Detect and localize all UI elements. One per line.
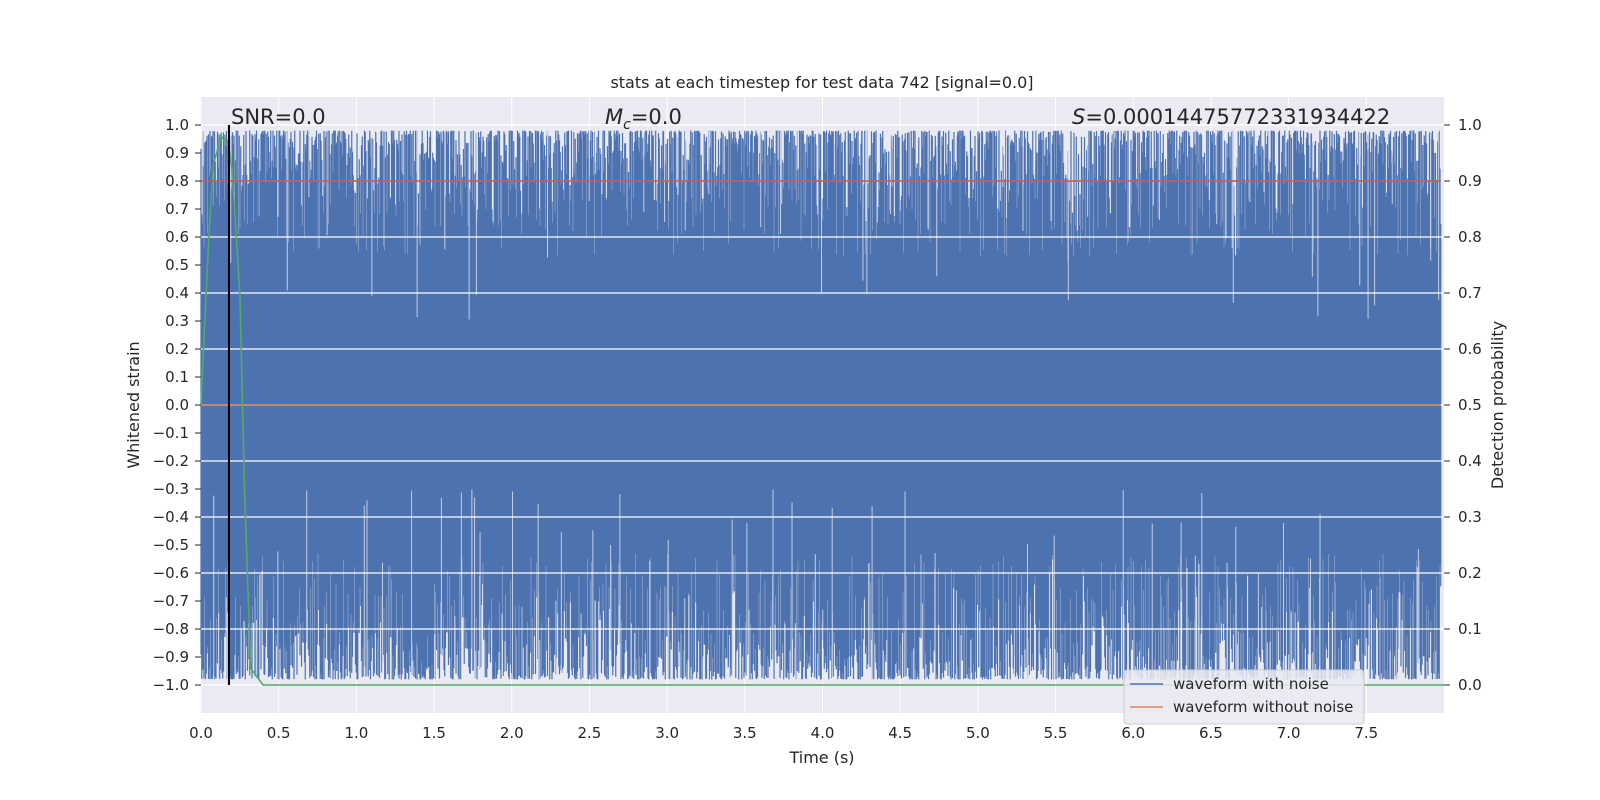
y-left-tick-label: −0.6 bbox=[153, 564, 189, 582]
y-left-tick-label: 0.0 bbox=[165, 396, 189, 414]
x-tick-label: 0.5 bbox=[267, 724, 291, 742]
legend: waveform with noise waveform without noi… bbox=[1123, 669, 1365, 725]
x-tick-label: 6.5 bbox=[1199, 724, 1223, 742]
y-right-tick-label: 0.9 bbox=[1458, 172, 1482, 190]
x-tick-label: 6.0 bbox=[1121, 724, 1145, 742]
y-axis-right-label: Detection probability bbox=[1488, 321, 1507, 489]
x-tick-label: 0.0 bbox=[189, 724, 213, 742]
y-left-tick-label: −0.1 bbox=[153, 424, 189, 442]
y-left-tick-label: −0.3 bbox=[153, 480, 189, 498]
y-right-tick-label: 0.8 bbox=[1458, 228, 1482, 246]
y-right-tick-label: 1.0 bbox=[1458, 116, 1482, 134]
y-right-tick-label: 0.5 bbox=[1458, 396, 1482, 414]
mc-annotation: Mc=0.0 bbox=[605, 105, 682, 133]
y-right-tick-label: 0.2 bbox=[1458, 564, 1482, 582]
legend-label-clean: waveform without noise bbox=[1173, 698, 1353, 716]
legend-box bbox=[1123, 669, 1365, 725]
y-left-tick-label: 0.6 bbox=[165, 228, 189, 246]
x-tick-label: 7.0 bbox=[1277, 724, 1301, 742]
x-tick-label: 1.5 bbox=[422, 724, 446, 742]
y-left-tick-label: −1.0 bbox=[153, 676, 189, 694]
line-series bbox=[200, 125, 1444, 686]
x-tick-label: 4.5 bbox=[888, 724, 912, 742]
y-right-tick-label: 0.3 bbox=[1458, 508, 1482, 526]
x-tick-label: 3.5 bbox=[733, 724, 757, 742]
noise-gaps bbox=[202, 125, 1440, 685]
y-left-tick-label: −0.8 bbox=[153, 620, 189, 638]
y-left-tick-label: 0.8 bbox=[165, 172, 189, 190]
tick-labels: 0.0 0.5 1.0 1.5 2.0 2.5 3.0 3.5 4.0 4.5 5.0 5.5 6.0 6… bbox=[153, 116, 1482, 742]
x-tick-label: 4.0 bbox=[811, 724, 835, 742]
y-right-tick-label: 0.4 bbox=[1458, 452, 1482, 470]
y-right-tick-label: 0.6 bbox=[1458, 340, 1482, 358]
chart-title: stats at each timestep for test data 742… bbox=[610, 73, 1033, 92]
x-tick-label: 2.0 bbox=[500, 724, 524, 742]
y-left-tick-label: −0.2 bbox=[153, 452, 189, 470]
y-left-tick-label: 0.9 bbox=[165, 144, 189, 162]
y-left-tick-label: 1.0 bbox=[165, 116, 189, 134]
snr-annotation: SNR=0.0 bbox=[231, 105, 326, 129]
x-tick-label: 5.5 bbox=[1044, 724, 1068, 742]
y-left-tick-label: −0.9 bbox=[153, 648, 189, 666]
mc-value: =0.0 bbox=[631, 105, 682, 129]
y-right-tick-label: 0.0 bbox=[1458, 676, 1482, 694]
y-left-tick-label: −0.5 bbox=[153, 536, 189, 554]
y-axis-left-label: Whitened strain bbox=[124, 341, 143, 468]
y-left-tick-label: 0.5 bbox=[165, 256, 189, 274]
y-left-tick-label: 0.1 bbox=[165, 368, 189, 386]
y-left-tick-label: 0.4 bbox=[165, 284, 189, 302]
mc-symbol: M bbox=[605, 105, 623, 129]
y-left-tick-label: 0.2 bbox=[165, 340, 189, 358]
y-left-tick-label: −0.7 bbox=[153, 592, 189, 610]
x-tick-label: 5.0 bbox=[966, 724, 990, 742]
y-right-tick-label: 0.7 bbox=[1458, 284, 1482, 302]
x-tick-label: 1.0 bbox=[344, 724, 368, 742]
legend-label-noise: waveform with noise bbox=[1173, 675, 1329, 693]
x-axis-label: Time (s) bbox=[788, 748, 854, 767]
y-right-tick-label: 0.1 bbox=[1458, 620, 1482, 638]
x-tick-label: 7.5 bbox=[1354, 724, 1378, 742]
x-tick-label: 2.5 bbox=[578, 724, 602, 742]
x-tick-label: 3.0 bbox=[655, 724, 679, 742]
s-value: =0.00014475772331934422 bbox=[1085, 105, 1390, 129]
s-symbol: S bbox=[1072, 105, 1085, 129]
y-left-tick-label: −0.4 bbox=[153, 508, 189, 526]
y-left-tick-label: 0.3 bbox=[165, 312, 189, 330]
mc-subscript: c bbox=[623, 117, 631, 133]
series-line-2 bbox=[200, 134, 1444, 686]
s-annotation: S=0.00014475772331934422 bbox=[1072, 105, 1390, 129]
y-left-tick-label: 0.7 bbox=[165, 200, 189, 218]
